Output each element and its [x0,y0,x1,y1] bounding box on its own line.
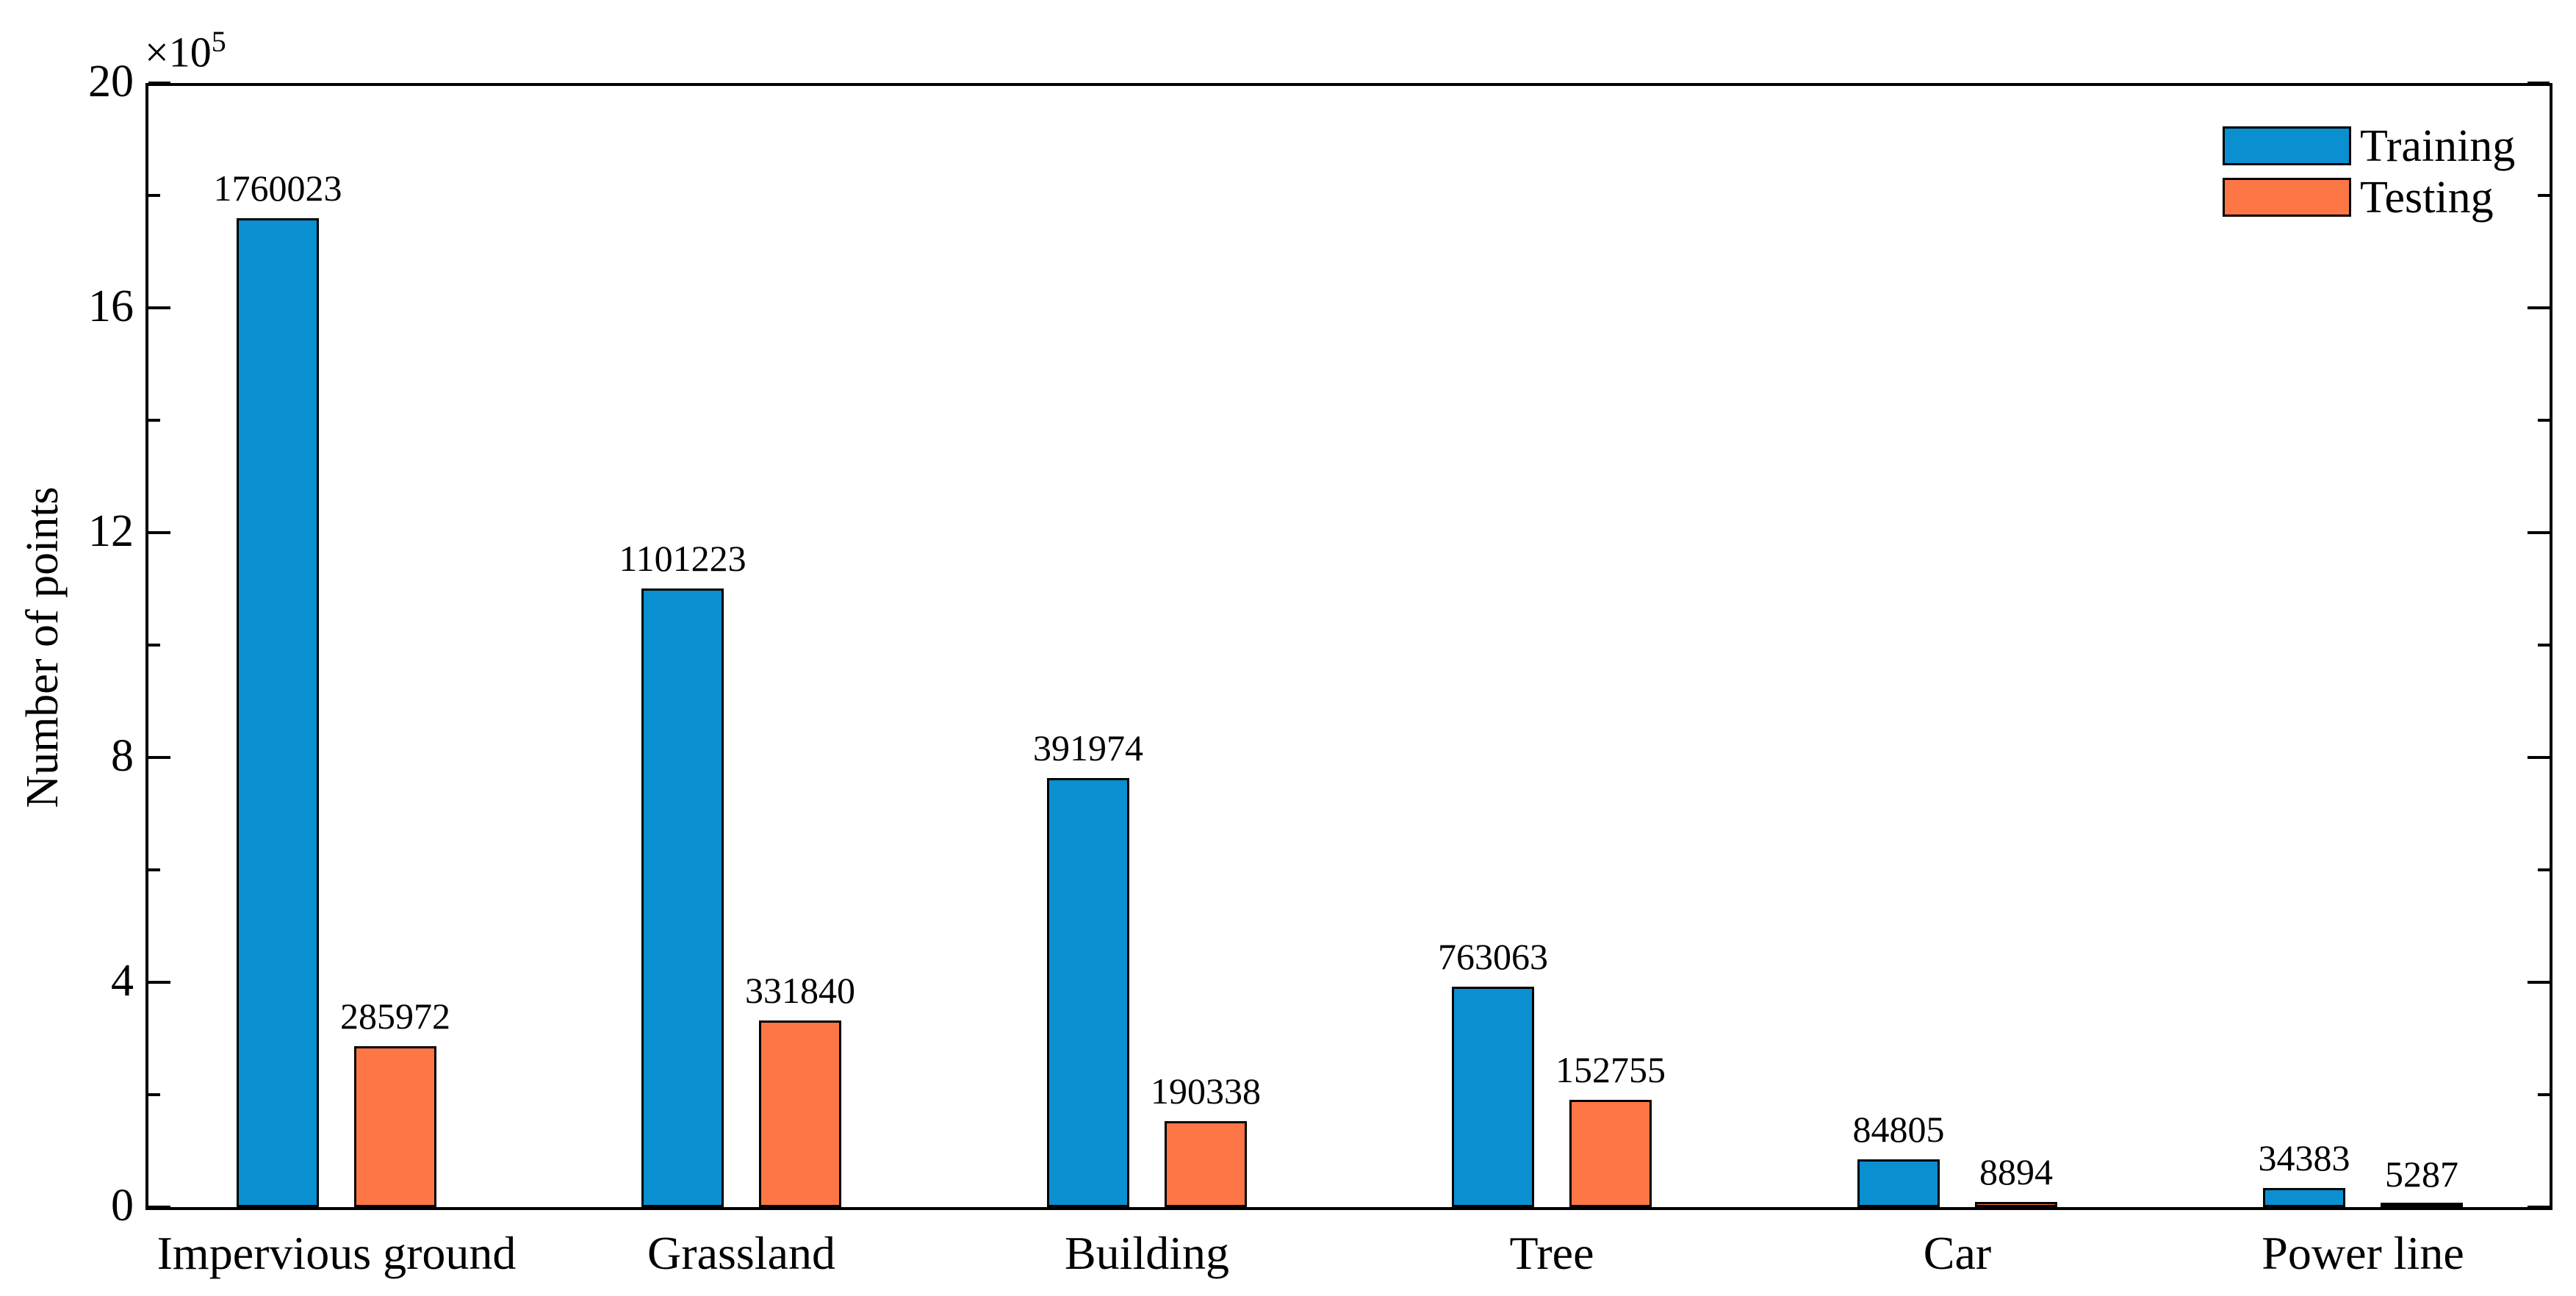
bar-value-training-power-line: 34383 [2258,1137,2350,1178]
y-major-tick-right-2000000 [2528,82,2550,84]
bar-value-training-car: 84805 [1852,1109,1945,1150]
y-major-tick-left-0 [148,1206,170,1209]
y-minor-tick-right-1400000 [2538,419,2550,422]
bar-value-testing-grassland: 331840 [745,970,855,1011]
bar-training-car [1857,1159,1940,1207]
y-tick-label-20: 20 [88,57,134,107]
y-minor-tick-right-1000000 [2538,644,2550,647]
category-label-car: Car [1923,1227,1992,1279]
y-tick-label-16: 16 [88,281,134,331]
y-major-tick-left-800000 [148,756,170,759]
y-major-tick-left-1600000 [148,306,170,309]
y-scale-base: ×10 [145,28,212,76]
y-axis-title: Number of points [18,486,68,808]
bar-value-testing-power-line: 5287 [2385,1153,2458,1195]
bar-value-training-impervious-ground: 1760023 [213,168,342,209]
y-scale-exponent: 5 [211,25,226,58]
y-tick-label-0: 0 [111,1181,134,1231]
bar-testing-building [1165,1121,1247,1207]
bar-value-testing-car: 8894 [1979,1151,2053,1192]
category-label-tree: Tree [1509,1227,1594,1279]
legend-label-testing: Testing [2360,173,2494,223]
y-tick-label-8: 8 [111,731,134,781]
y-major-tick-right-800000 [2528,756,2550,759]
bar-testing-power-line [2381,1203,2463,1207]
y-minor-tick-left-1000000 [148,644,160,647]
plot-area [145,82,2552,1210]
y-minor-tick-left-600000 [148,868,160,871]
y-minor-tick-right-200000 [2538,1093,2550,1096]
bar-testing-car [1975,1202,2057,1207]
bar-value-training-tree: 763063 [1438,936,1548,977]
y-major-tick-right-1200000 [2528,531,2550,534]
bar-value-testing-tree: 152755 [1555,1049,1666,1090]
legend-label-training: Training [2360,121,2516,171]
category-label-power-line: Power line [2262,1227,2464,1279]
bar-training-building [1047,778,1129,1207]
bar-value-training-grassland: 1101223 [619,538,746,579]
category-label-grassland: Grassland [647,1227,835,1279]
y-minor-tick-right-1800000 [2538,194,2550,197]
y-axis-scale-multiplier: ×105 [145,18,226,76]
y-major-tick-left-1200000 [148,531,170,534]
y-minor-tick-right-600000 [2538,868,2550,871]
y-minor-tick-left-1800000 [148,194,160,197]
category-label-building: Building [1064,1227,1230,1279]
y-tick-label-4: 4 [111,956,134,1006]
y-minor-tick-left-1400000 [148,419,160,422]
y-major-tick-right-400000 [2528,981,2550,984]
bar-testing-tree [1569,1100,1652,1207]
y-major-tick-right-1600000 [2528,306,2550,309]
bar-training-power-line [2263,1188,2345,1207]
y-major-tick-left-2000000 [148,82,170,84]
legend-swatch-testing [2223,178,2351,217]
bar-value-testing-impervious-ground: 285972 [340,996,450,1037]
y-minor-tick-left-200000 [148,1093,160,1096]
bar-value-training-building: 391974 [1033,727,1143,768]
y-major-tick-left-400000 [148,981,170,984]
y-major-tick-right-0 [2528,1206,2550,1209]
bar-value-testing-building: 190338 [1151,1070,1261,1112]
bar-training-impervious-ground [237,218,319,1207]
bar-training-tree [1452,987,1534,1207]
bar-testing-impervious-ground [354,1046,436,1207]
y-tick-label-12: 12 [88,506,134,556]
bar-training-grassland [641,588,724,1207]
category-label-impervious-ground: Impervious ground [156,1227,517,1279]
bar-testing-grassland [759,1020,841,1207]
legend-swatch-training [2223,126,2351,165]
